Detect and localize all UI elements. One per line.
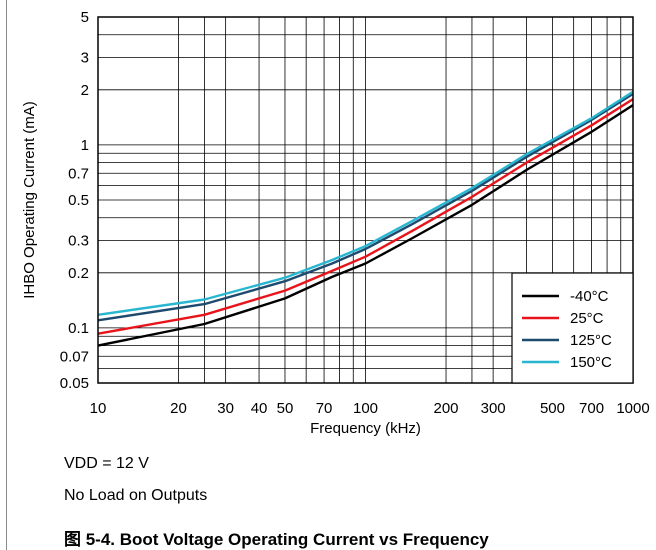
y-tick-label: 1 [81, 137, 89, 154]
page-left-border [6, 0, 7, 550]
x-tick-label: 70 [316, 400, 333, 417]
vdd-note: VDD = 12 V [64, 455, 149, 472]
x-tick-label: 200 [434, 400, 459, 417]
x-tick-label: 50 [277, 400, 294, 417]
legend-label-2: 125°C [570, 332, 612, 349]
y-tick-label: 0.3 [68, 233, 89, 250]
y-tick-label: 0.1 [68, 320, 89, 337]
y-tick-label: 0.5 [68, 192, 89, 209]
figure-caption: 图 5-4. Boot Voltage Operating Current vs… [64, 530, 489, 549]
series-line-1 [97, 98, 634, 335]
x-tick-label: 10 [90, 400, 107, 417]
x-tick-label: 500 [540, 400, 565, 417]
y-tick-label: 0.7 [68, 165, 89, 182]
y-tick-label: 0.2 [68, 265, 89, 282]
operating-current-chart: 10 20 30 40 50 70 100 200 300 500 700 1000 0.05 0.07 0… [21, 9, 650, 437]
legend-label-1: 25°C [570, 310, 604, 327]
x-tick-label: 40 [251, 400, 268, 417]
x-tick-label: 700 [579, 400, 604, 417]
plot-frame [97, 16, 634, 384]
y-tick-label: 0.05 [60, 375, 89, 392]
x-tick-label: 1000 [616, 400, 649, 417]
x-tick-label: 300 [481, 400, 506, 417]
x-tick-label: 30 [217, 400, 234, 417]
tick-label-layer: 10 20 30 40 50 70 100 200 300 500 700 1000 0.05 0.07 0… [60, 9, 650, 417]
legend: -40°C 25°C 125°C 150°C [511, 272, 634, 384]
y-tick-label: 2 [81, 82, 89, 99]
x-tick-label: 100 [353, 400, 378, 417]
y-tick-label: 3 [81, 50, 89, 67]
series-line-2 [97, 92, 634, 322]
series-layer [97, 90, 634, 347]
x-axis-title: Frequency (kHz) [310, 420, 421, 437]
series-line-0 [97, 104, 634, 347]
legend-label-0: -40°C [570, 288, 609, 305]
series-line-3 [97, 90, 634, 316]
x-tick-label: 20 [170, 400, 187, 417]
y-tick-label: 0.07 [60, 348, 89, 365]
grid-layer [97, 16, 634, 384]
y-tick-label: 5 [81, 9, 89, 26]
load-note: No Load on Outputs [64, 487, 208, 504]
legend-label-3: 150°C [570, 354, 612, 371]
legend-box [511, 272, 634, 384]
y-axis-title: IHBO Operating Current (mA) [21, 101, 38, 299]
